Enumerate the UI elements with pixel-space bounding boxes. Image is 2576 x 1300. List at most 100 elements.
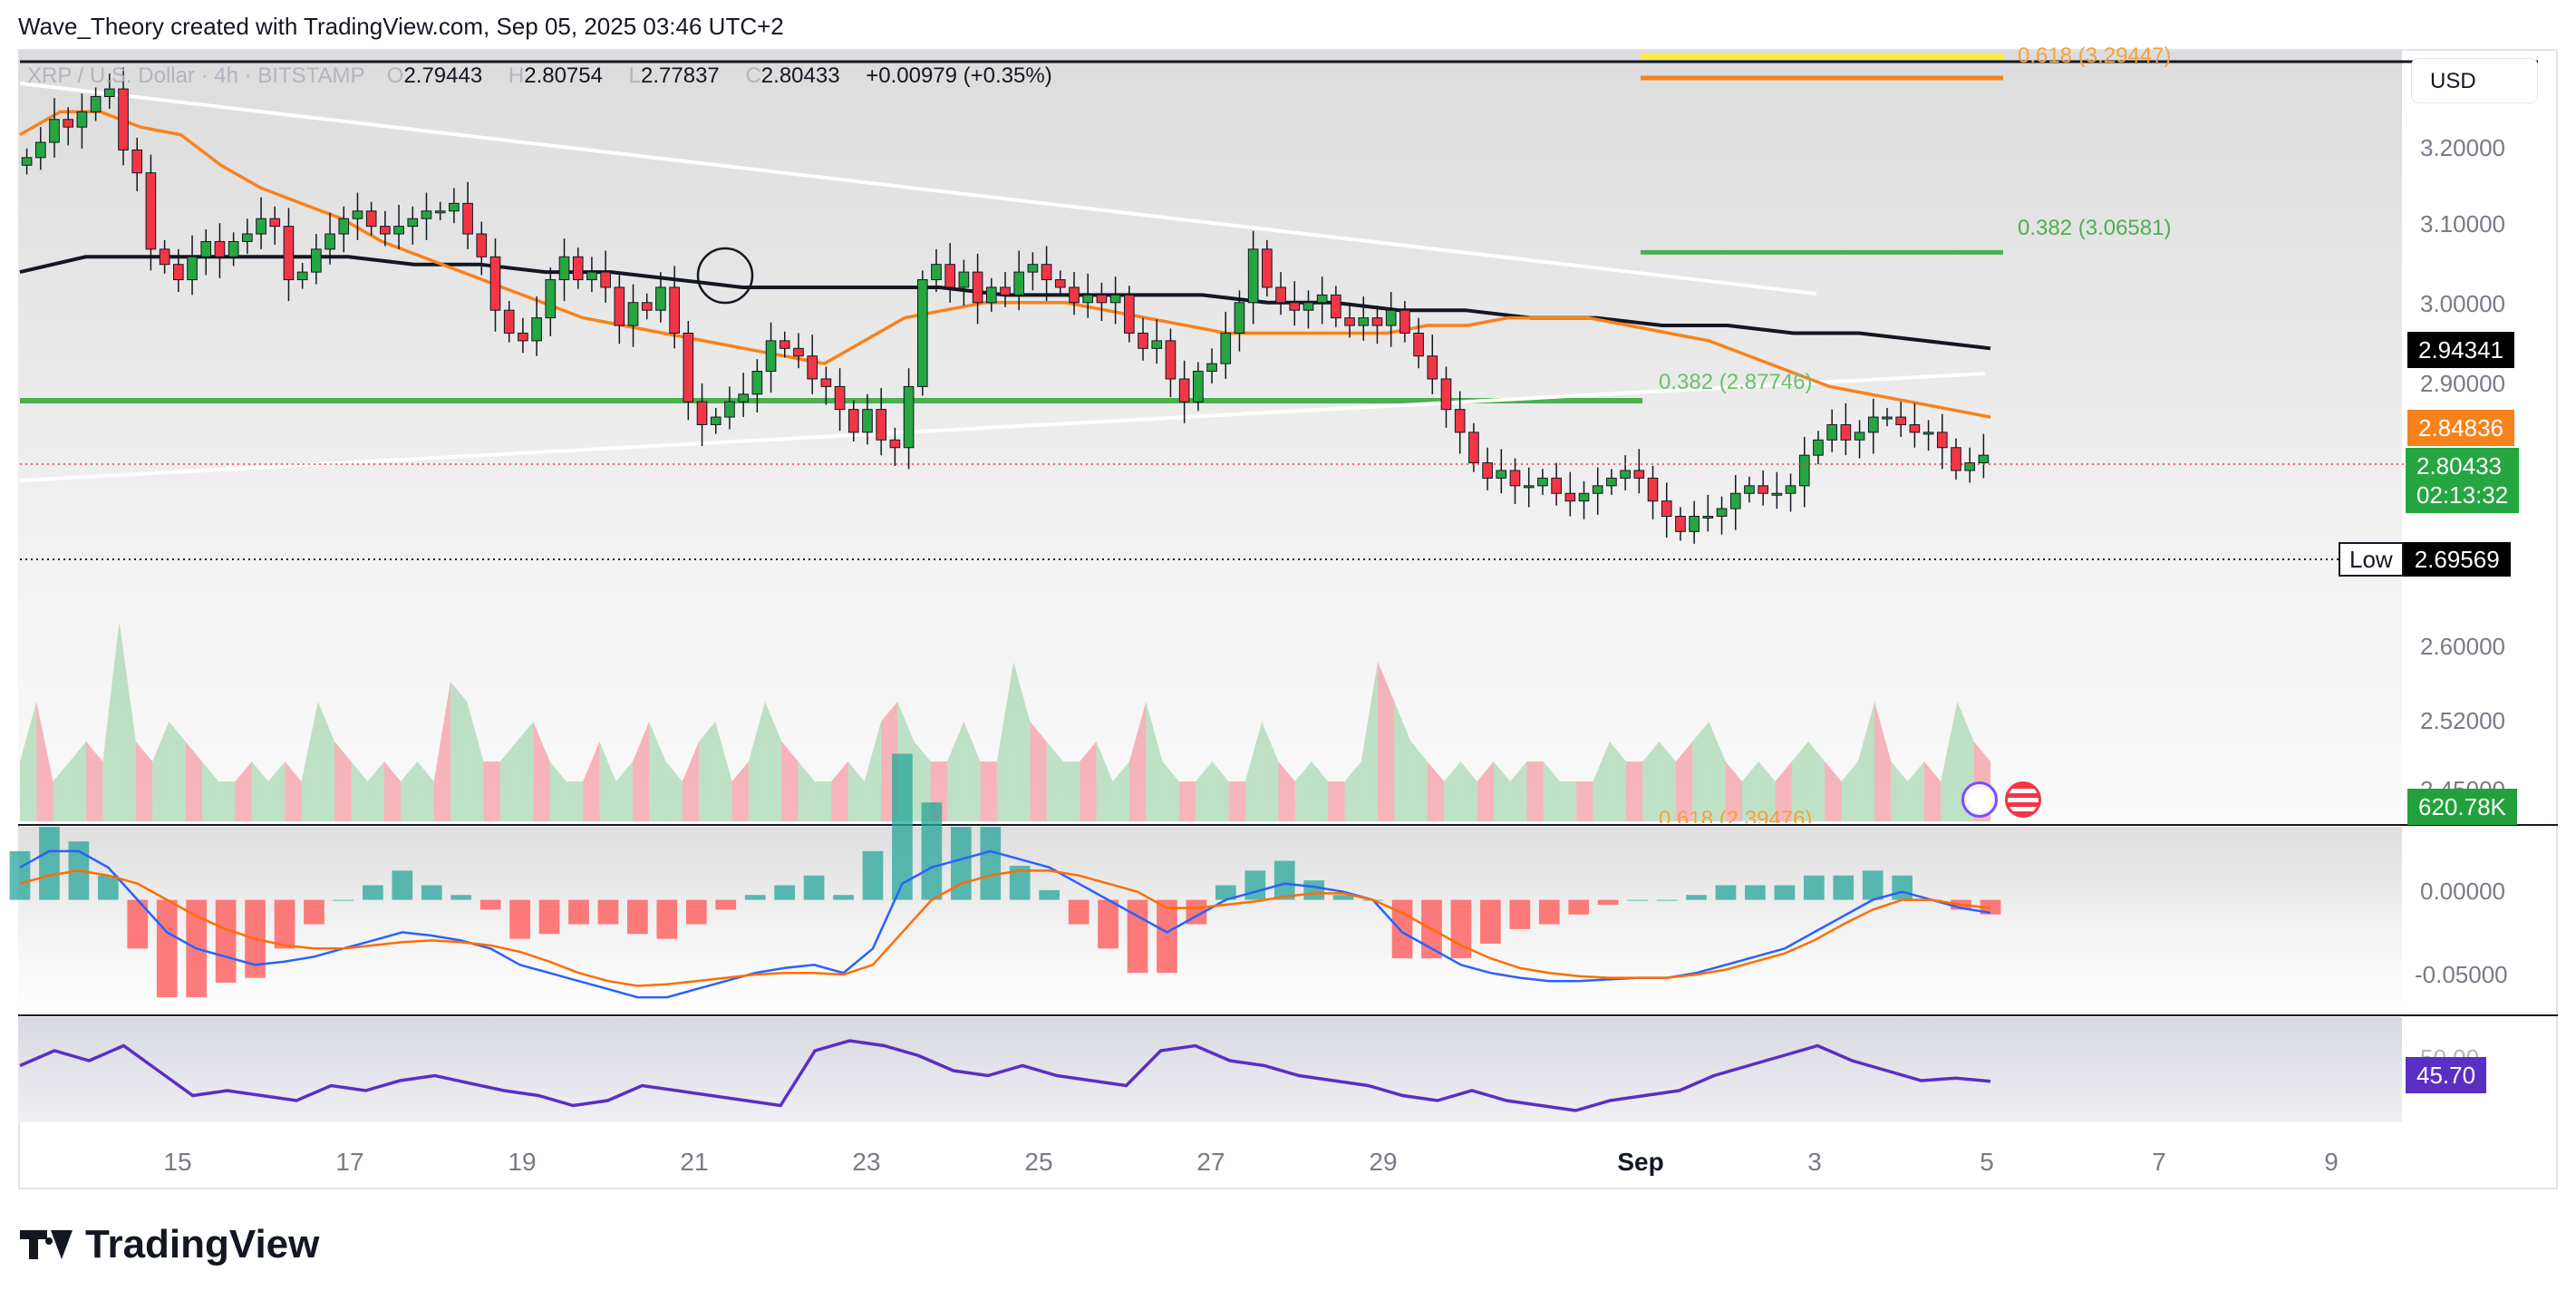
candle-down [1951, 447, 1961, 471]
candle-up [545, 279, 557, 319]
macd-histogram-bar [1009, 865, 1031, 900]
candle-down [489, 256, 501, 311]
candle-up [765, 340, 777, 373]
candle-up [751, 371, 763, 395]
candle-down [1000, 286, 1011, 296]
volume-area [1493, 762, 1511, 821]
symbol-label[interactable]: XRP / U.S. Dollar · 4h · BITSTAMP [27, 63, 365, 88]
candle-up [1193, 371, 1204, 403]
macd-histogram-bar [363, 885, 383, 900]
macd-histogram-bar [421, 885, 442, 900]
candle-up [903, 385, 915, 449]
candle-up [1496, 470, 1507, 479]
volume-area [1477, 762, 1494, 821]
macd-histogram-bar [862, 850, 884, 900]
candle-up [916, 279, 928, 387]
volume-area [831, 762, 848, 821]
candle-up [1523, 485, 1535, 489]
macd-histogram-bar [833, 895, 854, 900]
candle-down [847, 409, 859, 433]
macd-histogram-bar [1244, 870, 1266, 900]
fib-label-upper-618: 0.618 (3.29447) [2018, 44, 2172, 67]
rsi-panel[interactable] [18, 1017, 2402, 1122]
candle-down [283, 226, 295, 281]
macd-histogram-bar [450, 895, 472, 900]
candle-up [1826, 423, 1837, 441]
volume-area [499, 742, 518, 821]
candle-up [256, 218, 266, 235]
volume-area [20, 702, 37, 821]
volume-area [185, 742, 202, 821]
us-flag-icon[interactable] [2005, 781, 2041, 818]
candle-down [1564, 492, 1576, 502]
macd-histogram-bar [1627, 899, 1648, 901]
candle-down [1138, 332, 1148, 349]
candle-up [655, 286, 666, 311]
close-value: 2.80433 [760, 63, 840, 88]
macd-panel[interactable] [18, 827, 2402, 1014]
currency-button[interactable]: USD [2411, 58, 2538, 103]
volume-area [665, 762, 683, 821]
candle-down [1413, 332, 1424, 357]
macd-histogram-bar [479, 899, 501, 910]
ascending-trendline [19, 372, 1986, 482]
candle-down [380, 226, 391, 235]
macd-histogram-bar [1538, 899, 1560, 925]
macd-histogram-bar [1774, 885, 1796, 900]
fib-label-upper-382: 0.382 (3.06581) [2018, 216, 2172, 240]
candle-down [1758, 485, 1768, 494]
date-tick: 25 [1024, 1148, 1053, 1176]
volume-area [632, 722, 650, 821]
date-tick: 9 [2324, 1148, 2339, 1176]
macd-histogram-bar [715, 899, 737, 910]
candle-down [944, 264, 956, 288]
candle-up [1964, 462, 1976, 471]
macd-histogram-bar [892, 753, 913, 900]
macd-histogram-bar [744, 895, 766, 900]
candle-up [1798, 454, 1810, 487]
volume-area [1294, 762, 1312, 821]
macd-histogram-bar [1157, 899, 1177, 974]
macd-histogram-bar [1862, 870, 1884, 900]
candle-down [63, 119, 74, 128]
tradingview-logo[interactable]: TradingView [20, 1222, 319, 1267]
candle-up [958, 271, 970, 288]
volume-area [1675, 742, 1693, 821]
macd-histogram-bar [1215, 885, 1236, 900]
candle-up [76, 111, 88, 128]
volume-area [1262, 722, 1279, 821]
lightning-event-icon[interactable] [1961, 781, 1998, 818]
price-panel[interactable] [18, 51, 2402, 825]
date-tick: 17 [335, 1148, 364, 1176]
candle-up [931, 264, 942, 281]
volume-area [947, 722, 964, 821]
volume-area [1460, 762, 1477, 821]
candle-down [1482, 462, 1493, 479]
volume-area [467, 702, 484, 821]
tradingview-logo-icon [20, 1227, 74, 1263]
candle-up [1537, 477, 1548, 487]
price-tick: 2.52000 [2420, 707, 2505, 734]
candle-down [820, 378, 832, 387]
macd-histogram-bar [1892, 875, 1913, 900]
volume-area [86, 742, 103, 821]
candle-up [1744, 485, 1755, 494]
candle-up [1013, 271, 1025, 296]
macd-histogram-bar [597, 899, 619, 925]
macd-histogram-bar [509, 899, 530, 939]
volume-area [517, 722, 534, 821]
candle-down [1895, 416, 1907, 425]
volume-area [1444, 762, 1461, 821]
candle-up [90, 96, 102, 112]
volume-area [1146, 702, 1163, 821]
candle-up [1206, 363, 1217, 373]
date-tick: 7 [2152, 1148, 2166, 1176]
panel-separator[interactable] [18, 1014, 2558, 1016]
panel-separator[interactable] [18, 824, 2558, 826]
volume-area [169, 722, 186, 821]
volume-area [1775, 762, 1792, 821]
macd-histogram-bar [1273, 860, 1295, 900]
volume-area [583, 742, 600, 821]
candle-down [1165, 340, 1177, 380]
candle-down [1275, 286, 1286, 304]
